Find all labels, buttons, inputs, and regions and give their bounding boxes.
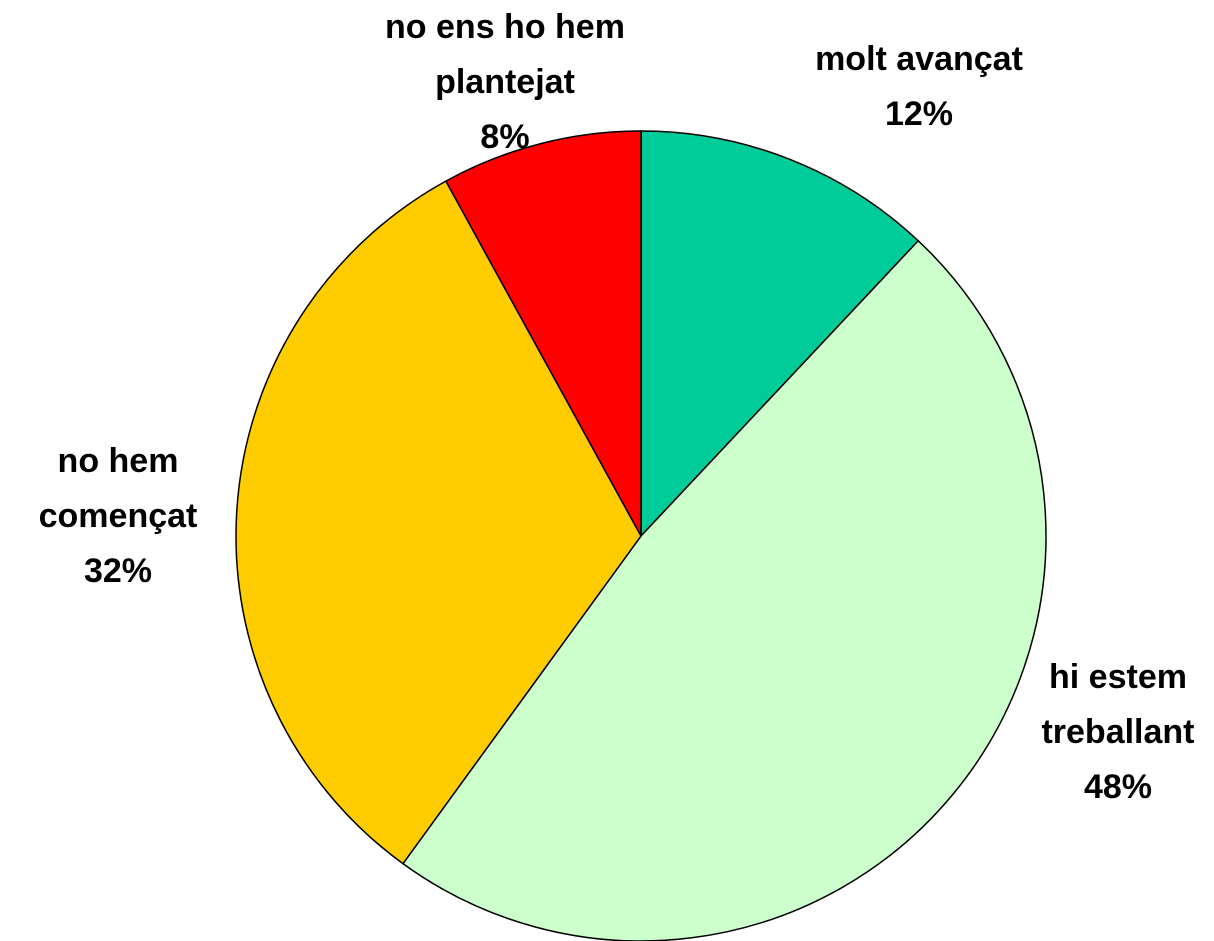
slice-label: no ens ho hem plantejat 8% bbox=[345, 0, 665, 165]
slice-label: molt avançat 12% bbox=[759, 32, 1079, 142]
category-label: hi estem treballant bbox=[1041, 658, 1195, 751]
pie-slice bbox=[444, 130, 642, 537]
pie-slice bbox=[235, 180, 642, 865]
category-label: no ens ho hem plantejat bbox=[385, 8, 625, 101]
pie-slice bbox=[401, 239, 1047, 941]
category-label: no hem començat bbox=[38, 442, 198, 535]
slice-label: no hem començat 32% bbox=[18, 434, 218, 599]
pie-slice bbox=[640, 130, 920, 538]
slice-label: hi estem treballant 48% bbox=[1018, 650, 1214, 815]
value-label: 8% bbox=[480, 118, 530, 156]
value-label: 48% bbox=[1083, 768, 1153, 806]
value-label: 12% bbox=[884, 95, 954, 133]
value-label: 32% bbox=[83, 552, 153, 590]
category-label: molt avançat bbox=[815, 40, 1023, 78]
